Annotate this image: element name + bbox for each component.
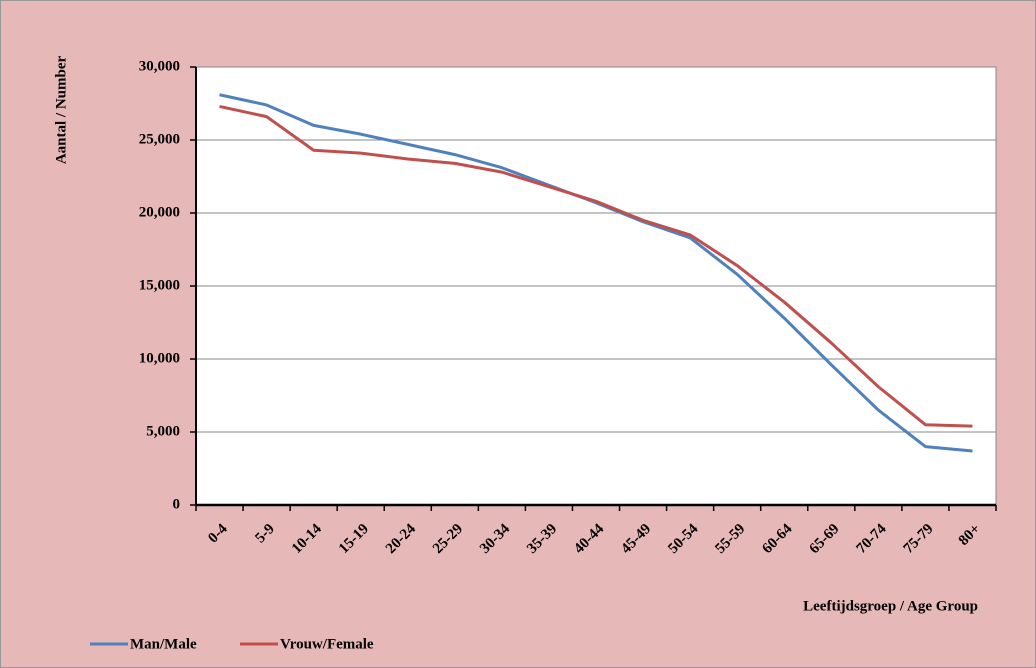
y-tick-label: 25,000 [139, 131, 180, 147]
series-line [219, 104, 973, 428]
legend-label: Man/Male [130, 636, 197, 652]
y-axis-label: Aantal / Number [53, 55, 69, 164]
y-tick-label: 20,000 [139, 204, 180, 220]
x-axis-label: Leeftijdsgroep / Age Group [803, 598, 978, 614]
y-tick-label: 10,000 [139, 350, 180, 366]
y-tick-label: 15,000 [139, 277, 180, 293]
y-tick-label: 30,000 [139, 58, 180, 74]
legend-label: Vrouw/Female [280, 636, 374, 652]
y-tick-label: 0 [173, 496, 181, 512]
y-tick-label: 5,000 [146, 423, 180, 439]
